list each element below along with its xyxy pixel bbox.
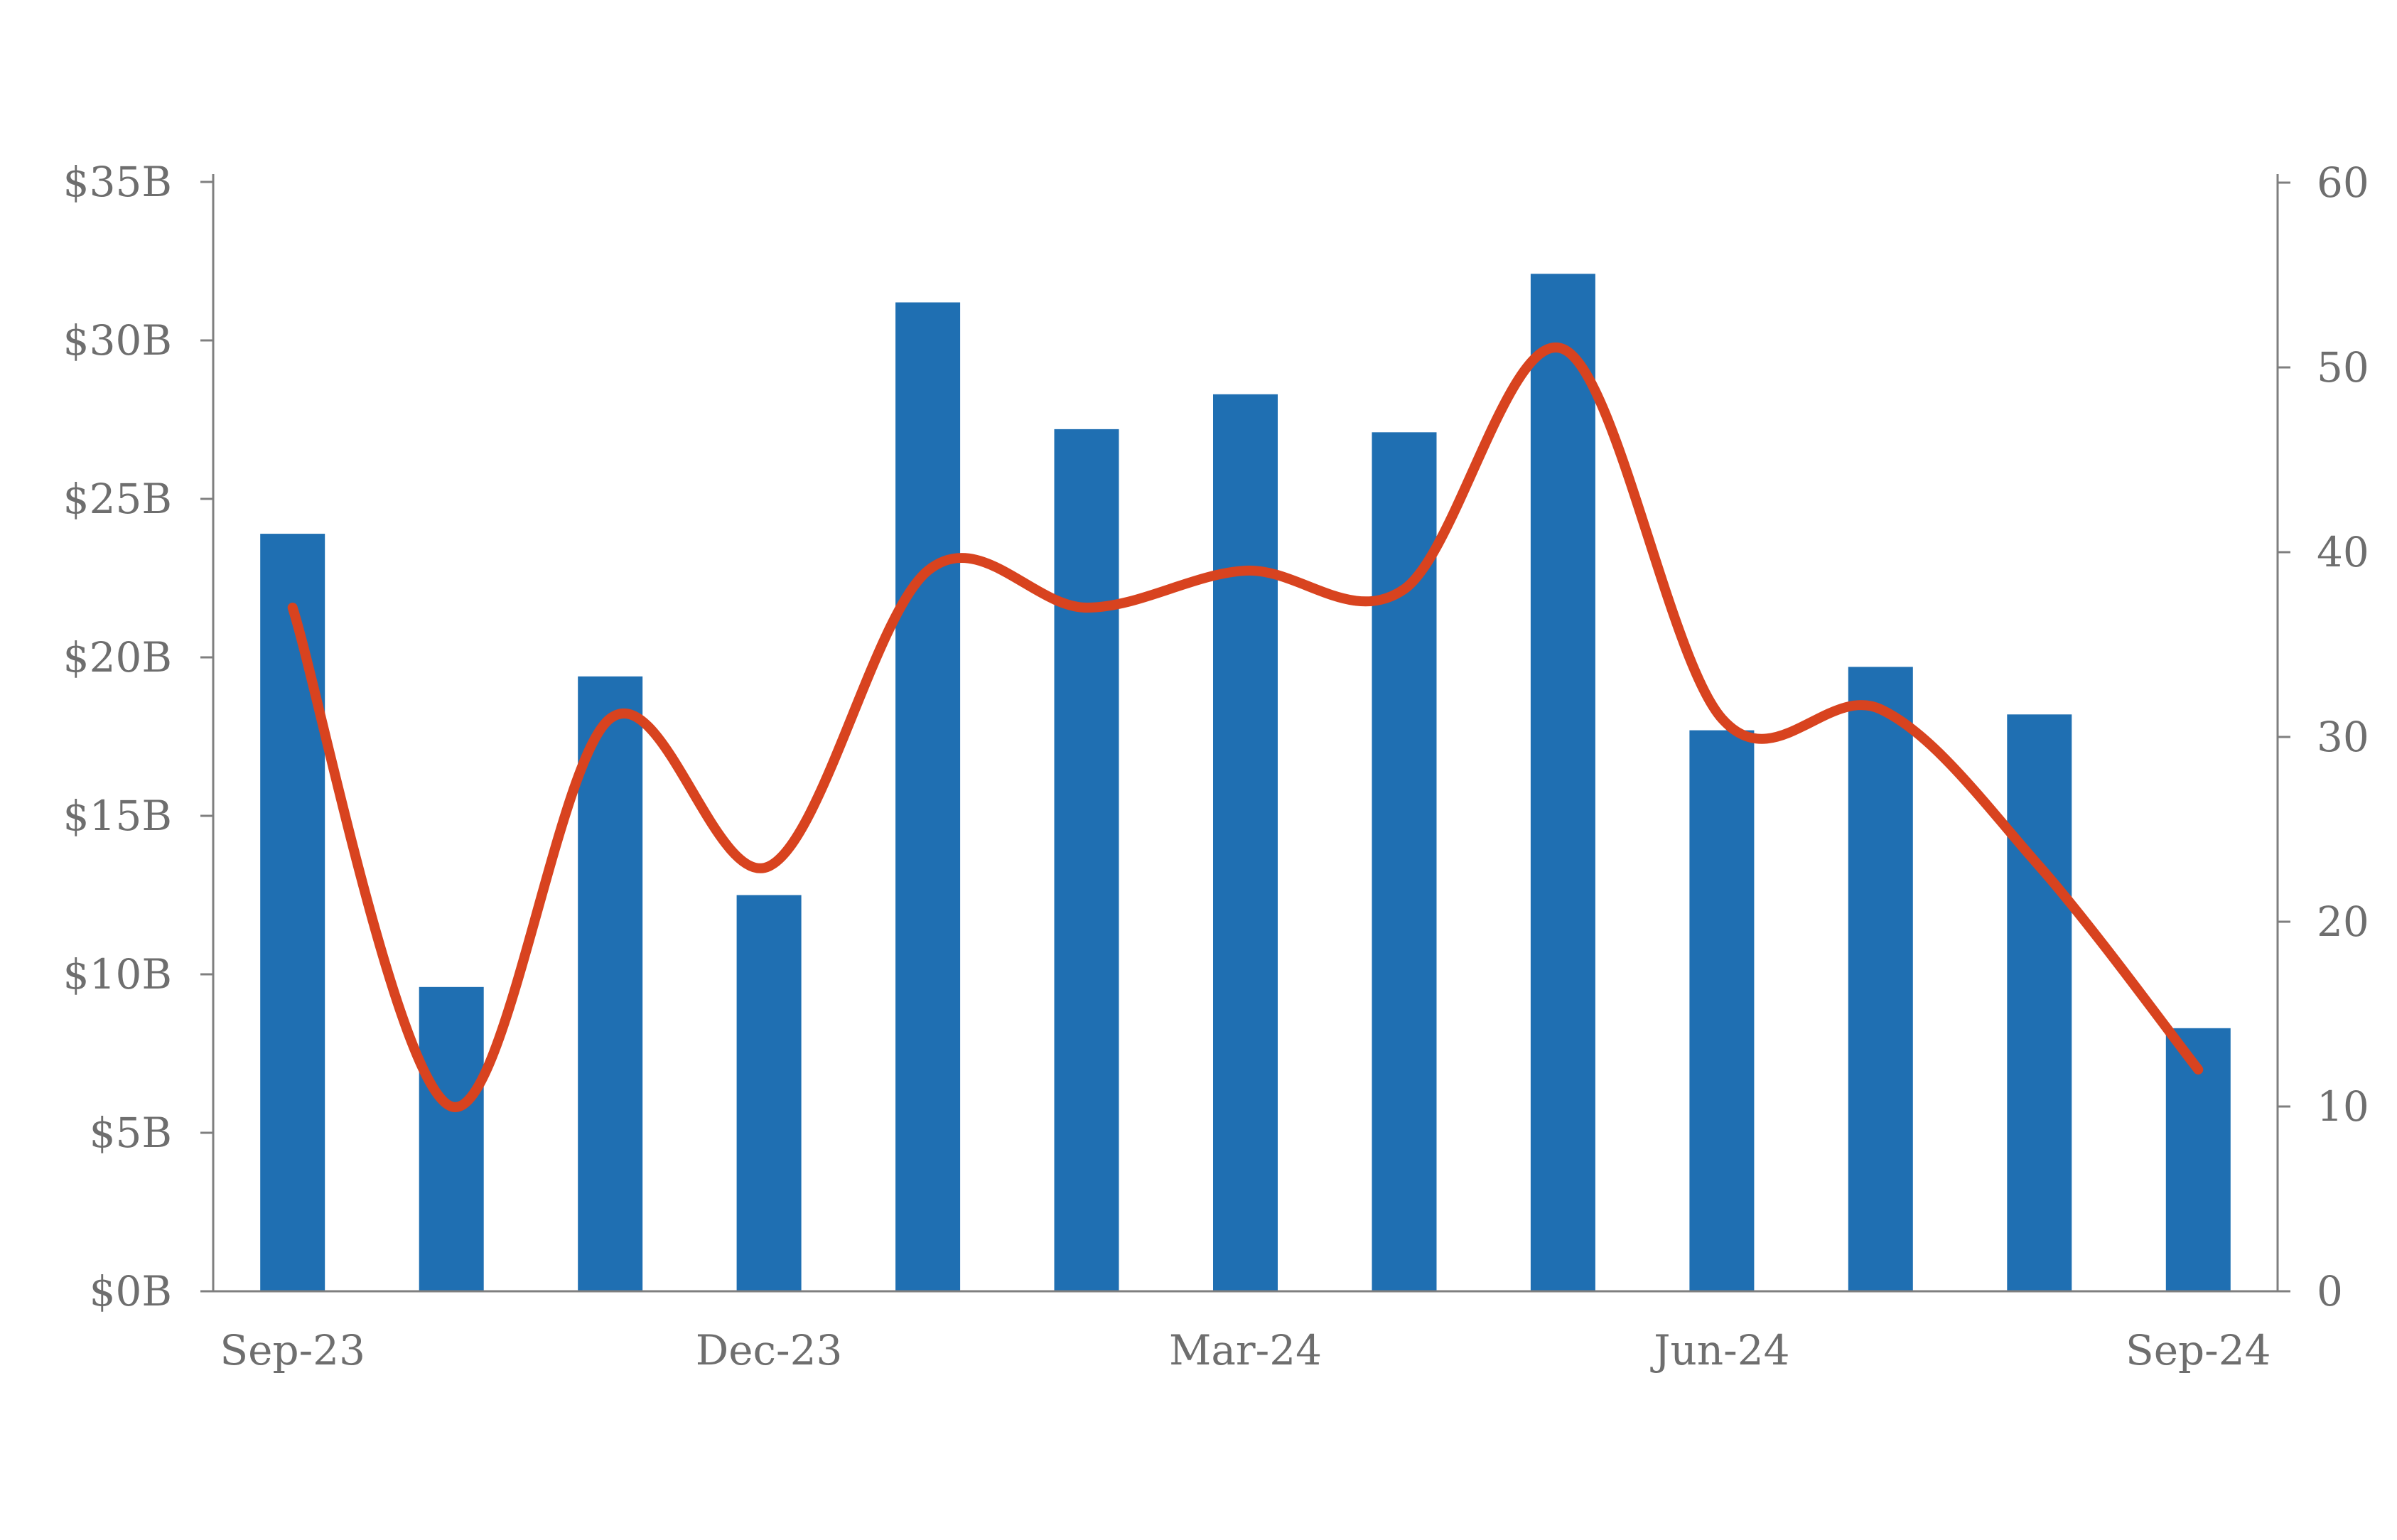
x-axis-tick-label: Dec-23 — [696, 1326, 843, 1374]
bar-May-24 — [1530, 274, 1595, 1291]
bar-Jan-24 — [895, 302, 961, 1291]
bar-Oct-23 — [419, 986, 484, 1291]
left-axis-tick-label: $25B — [63, 475, 172, 523]
left-axis-tick-label: $20B — [63, 633, 172, 682]
right-axis-tick-label: 60 — [2317, 158, 2369, 207]
axes-group — [200, 174, 2290, 1293]
x-axis-labels: Sep-23 Dec-23 Mar-24 Jun-24 Sep-24 — [220, 1326, 2271, 1374]
bar-Jun-24 — [1689, 730, 1755, 1291]
right-axis-tick-label: 10 — [2317, 1082, 2369, 1131]
left-axis-tick-label: $15B — [63, 792, 172, 840]
bar-Mar-24 — [1213, 394, 1278, 1291]
left-axis-tick-label: $0B — [90, 1267, 172, 1315]
bar-Nov-23 — [578, 676, 643, 1291]
left-axis-labels: $0B $5B $10B $15B $20B $25B $30B $35B — [63, 158, 172, 1315]
bar-Dec-23 — [736, 895, 802, 1291]
x-axis-tick-label: Mar-24 — [1169, 1326, 1322, 1374]
left-axis-tick-label: $10B — [63, 950, 172, 998]
left-axis-tick-label: $35B — [63, 158, 172, 206]
bar-Apr-24 — [1372, 432, 1437, 1291]
left-axis-tick-label: $5B — [90, 1109, 172, 1157]
bar-Sep-23 — [260, 534, 325, 1291]
trend-line-path — [287, 343, 2204, 1112]
x-axis-tick-label: Jun-24 — [1650, 1326, 1789, 1374]
bar-Aug-24 — [2007, 714, 2072, 1291]
right-axis-tick-label: 50 — [2317, 343, 2369, 392]
bar-Jul-24 — [1848, 667, 1913, 1291]
left-axis-tick-label: $30B — [63, 316, 172, 365]
bar-Feb-24 — [1054, 429, 1119, 1291]
x-axis-tick-label: Sep-23 — [220, 1326, 365, 1374]
right-axis-tick-label: 0 — [2317, 1267, 2343, 1315]
right-axis-labels: 0 10 20 30 40 50 60 — [2317, 158, 2369, 1315]
right-axis-tick-label: 20 — [2317, 898, 2369, 946]
line-series-group — [287, 343, 2204, 1112]
bar-series-group — [260, 274, 2231, 1291]
x-axis-tick-label: Sep-24 — [2126, 1326, 2271, 1374]
right-axis-tick-label: 30 — [2317, 713, 2369, 761]
right-axis-tick-label: 40 — [2317, 528, 2369, 576]
